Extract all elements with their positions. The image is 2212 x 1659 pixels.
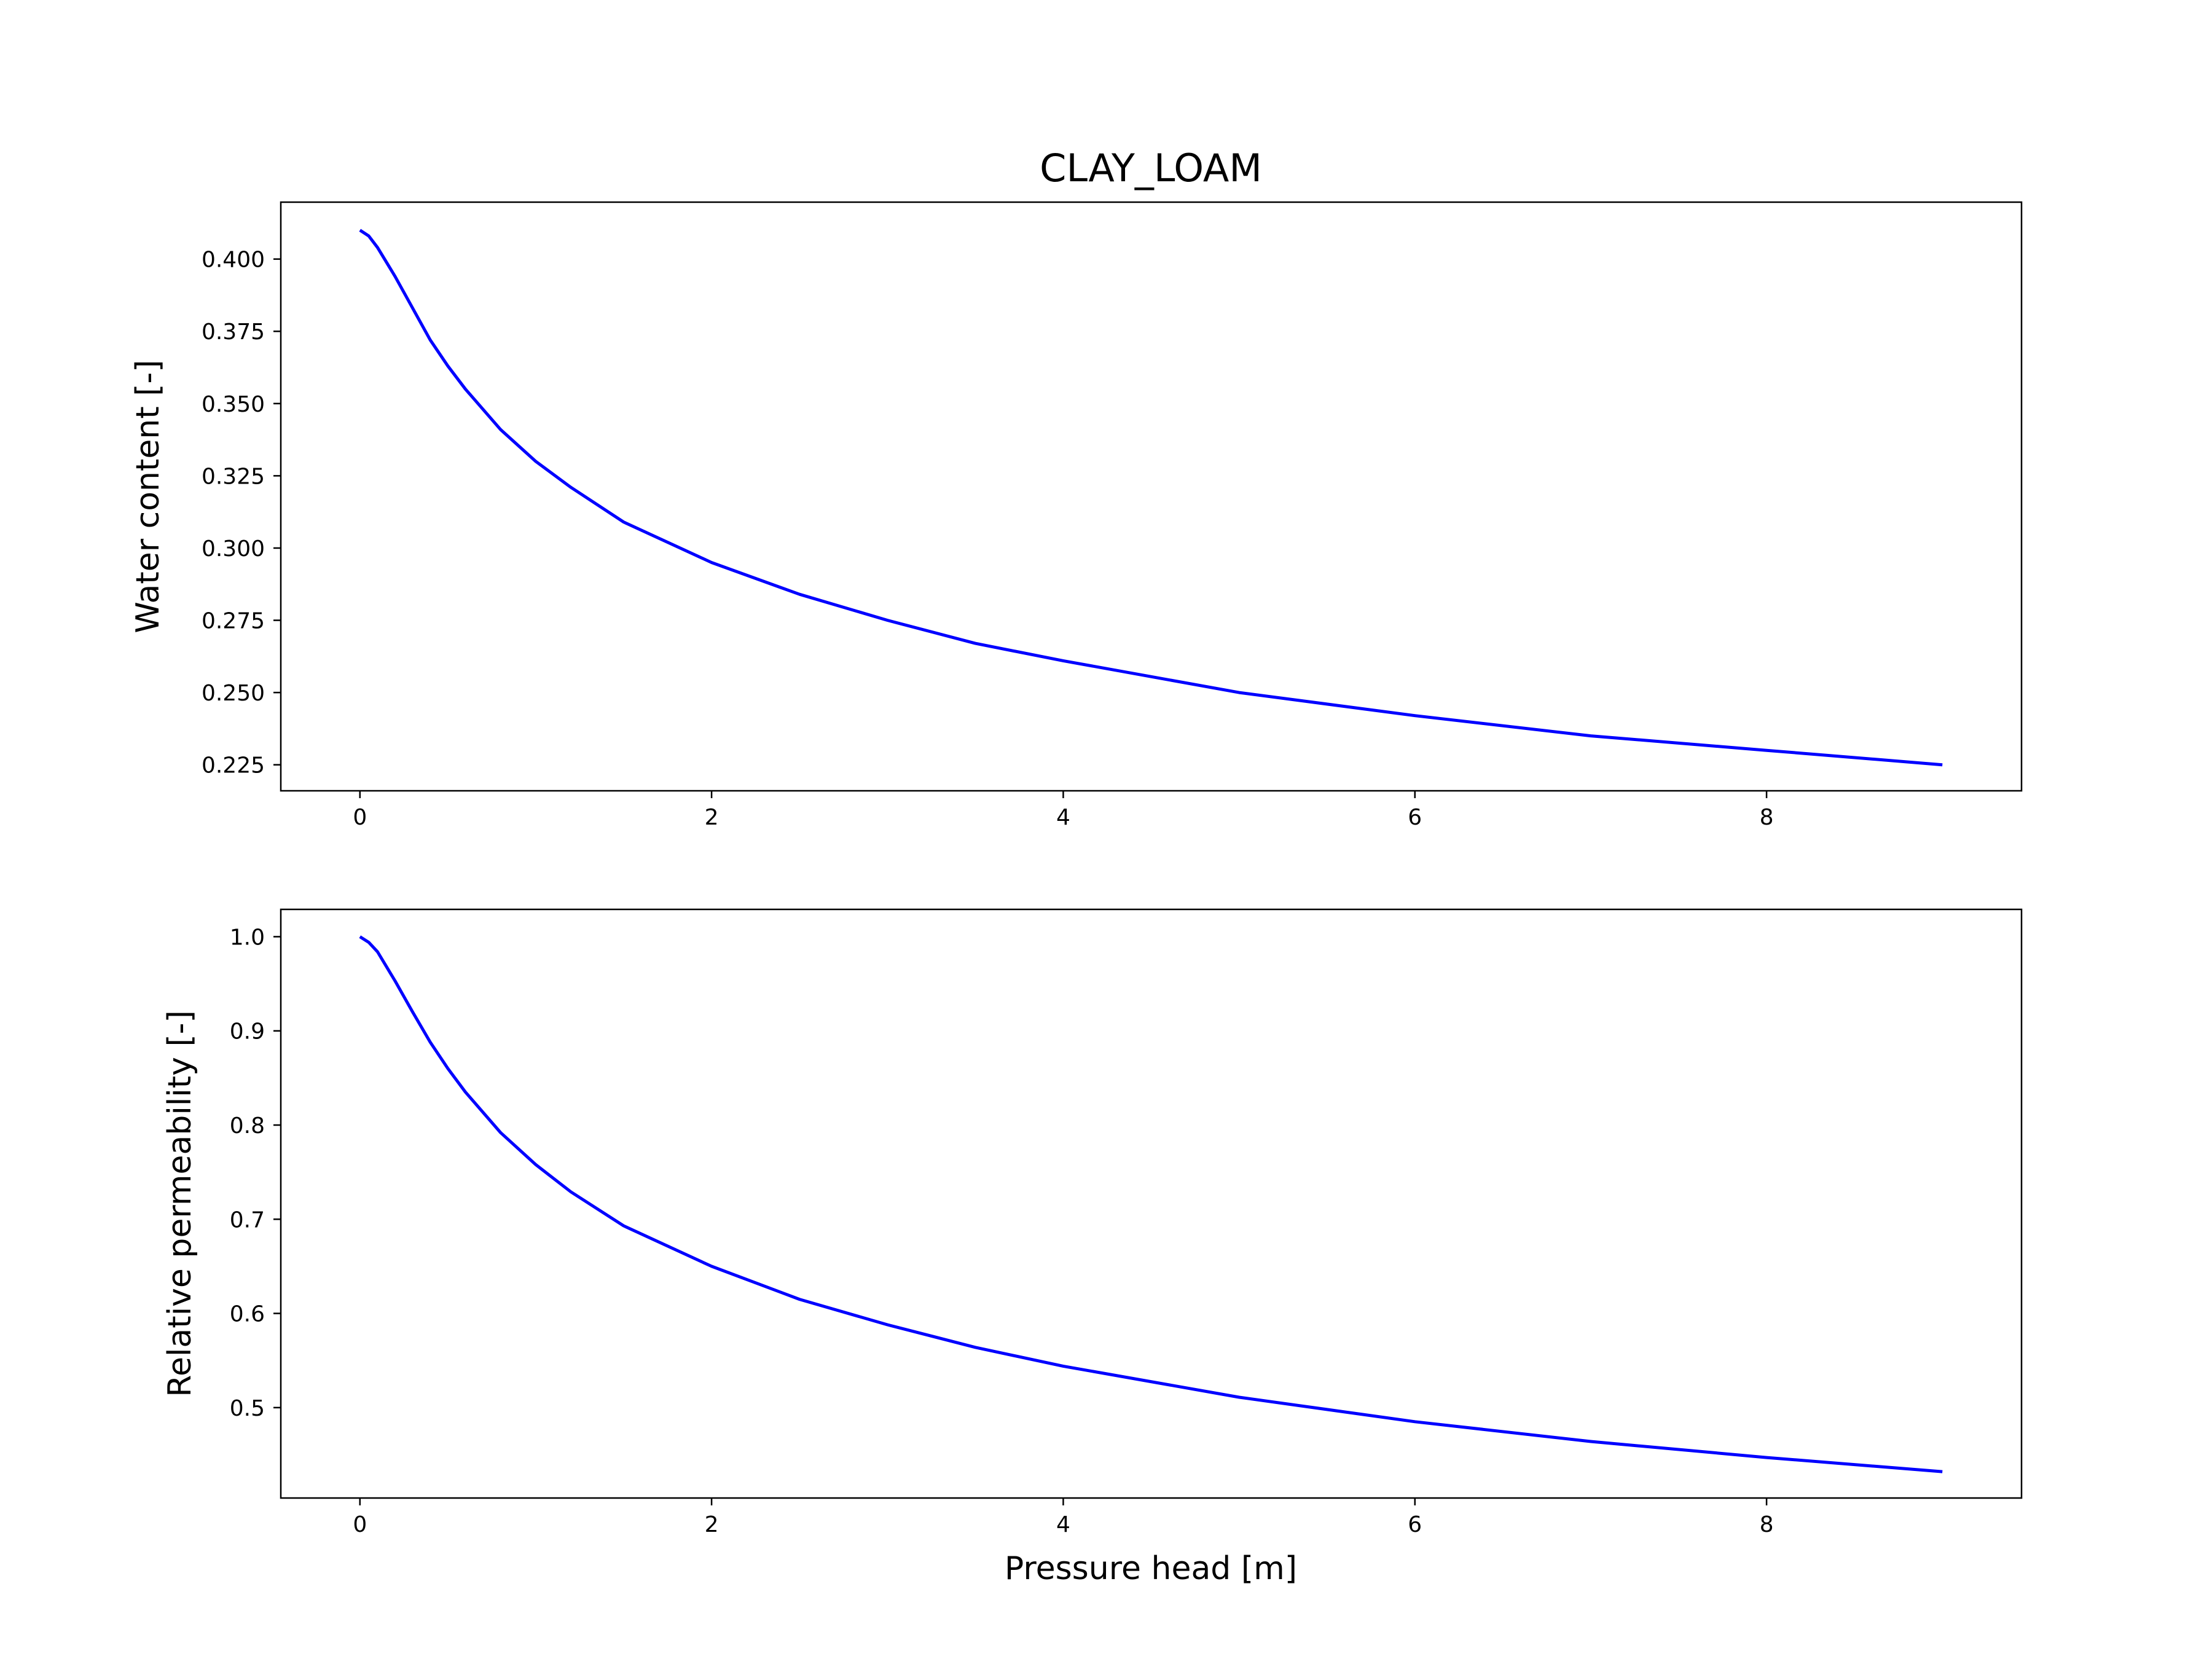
axes-frame (280, 201, 2023, 792)
x-tick-label: 6 (1408, 805, 1422, 830)
series-line (359, 229, 1943, 767)
y-tick-label: 0.8 (230, 1113, 265, 1139)
x-tick-label: 0 (353, 1512, 367, 1537)
y-tick-label: 0.400 (202, 248, 265, 273)
x-tick-label: 2 (705, 805, 719, 830)
y-tick-label: 1.0 (230, 925, 265, 950)
series-line (359, 935, 1943, 1473)
chart-title: CLAY_LOAM (1040, 146, 1262, 190)
y-tick-label: 0.7 (230, 1207, 265, 1233)
x-tick-label: 0 (353, 805, 367, 830)
y-tick-label: 0.350 (202, 392, 265, 417)
x-tick-label: 8 (1760, 1512, 1774, 1537)
x-tick-label: 4 (1056, 805, 1070, 830)
y-tick-label: 0.6 (230, 1302, 265, 1327)
x-tick-label: 4 (1056, 1512, 1070, 1537)
y-tick-label: 0.225 (202, 753, 265, 779)
y-tick-label: 0.275 (202, 609, 265, 634)
y-tick-label: 0.5 (230, 1396, 265, 1421)
x-axis-label: Pressure head [m] (1005, 1550, 1297, 1587)
relative-permeability-plot: 0 2 4 6 8 0.5 0.6 0.7 0.8 0.9 1.0 Relative permeabi… (162, 908, 2023, 1537)
y-tick-label: 0.375 (202, 320, 265, 345)
axes-frame (280, 908, 2023, 1499)
x-tick-label: 8 (1760, 805, 1774, 830)
y-tick-label: 0.325 (202, 464, 265, 489)
y-tick-label: 0.9 (230, 1019, 265, 1045)
x-tick-label: 2 (705, 1512, 719, 1537)
y-tick-label: 0.300 (202, 536, 265, 562)
y-axis-label: Water content [-] (130, 359, 167, 633)
x-tick-label: 6 (1408, 1512, 1422, 1537)
water-content-plot: 0 2 4 6 8 0.225 0.250 0.275 0.300 0.325 0.350 0.375… (130, 201, 2023, 830)
y-axis-label: Relative permeability [-] (162, 1010, 198, 1397)
y-tick-label: 0.250 (202, 681, 265, 706)
